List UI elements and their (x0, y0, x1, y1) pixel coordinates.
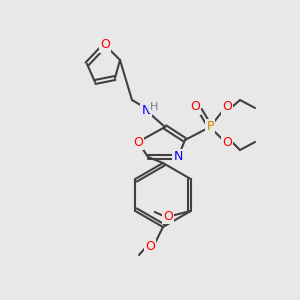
Text: H: H (150, 102, 158, 112)
Text: N: N (173, 151, 183, 164)
Text: O: O (222, 136, 232, 148)
Text: N: N (141, 104, 151, 118)
Text: O: O (163, 209, 173, 223)
Text: O: O (222, 100, 232, 113)
Text: O: O (190, 100, 200, 113)
Text: P: P (206, 121, 214, 134)
Text: O: O (100, 38, 110, 52)
Text: O: O (133, 136, 143, 148)
Text: O: O (145, 241, 155, 254)
